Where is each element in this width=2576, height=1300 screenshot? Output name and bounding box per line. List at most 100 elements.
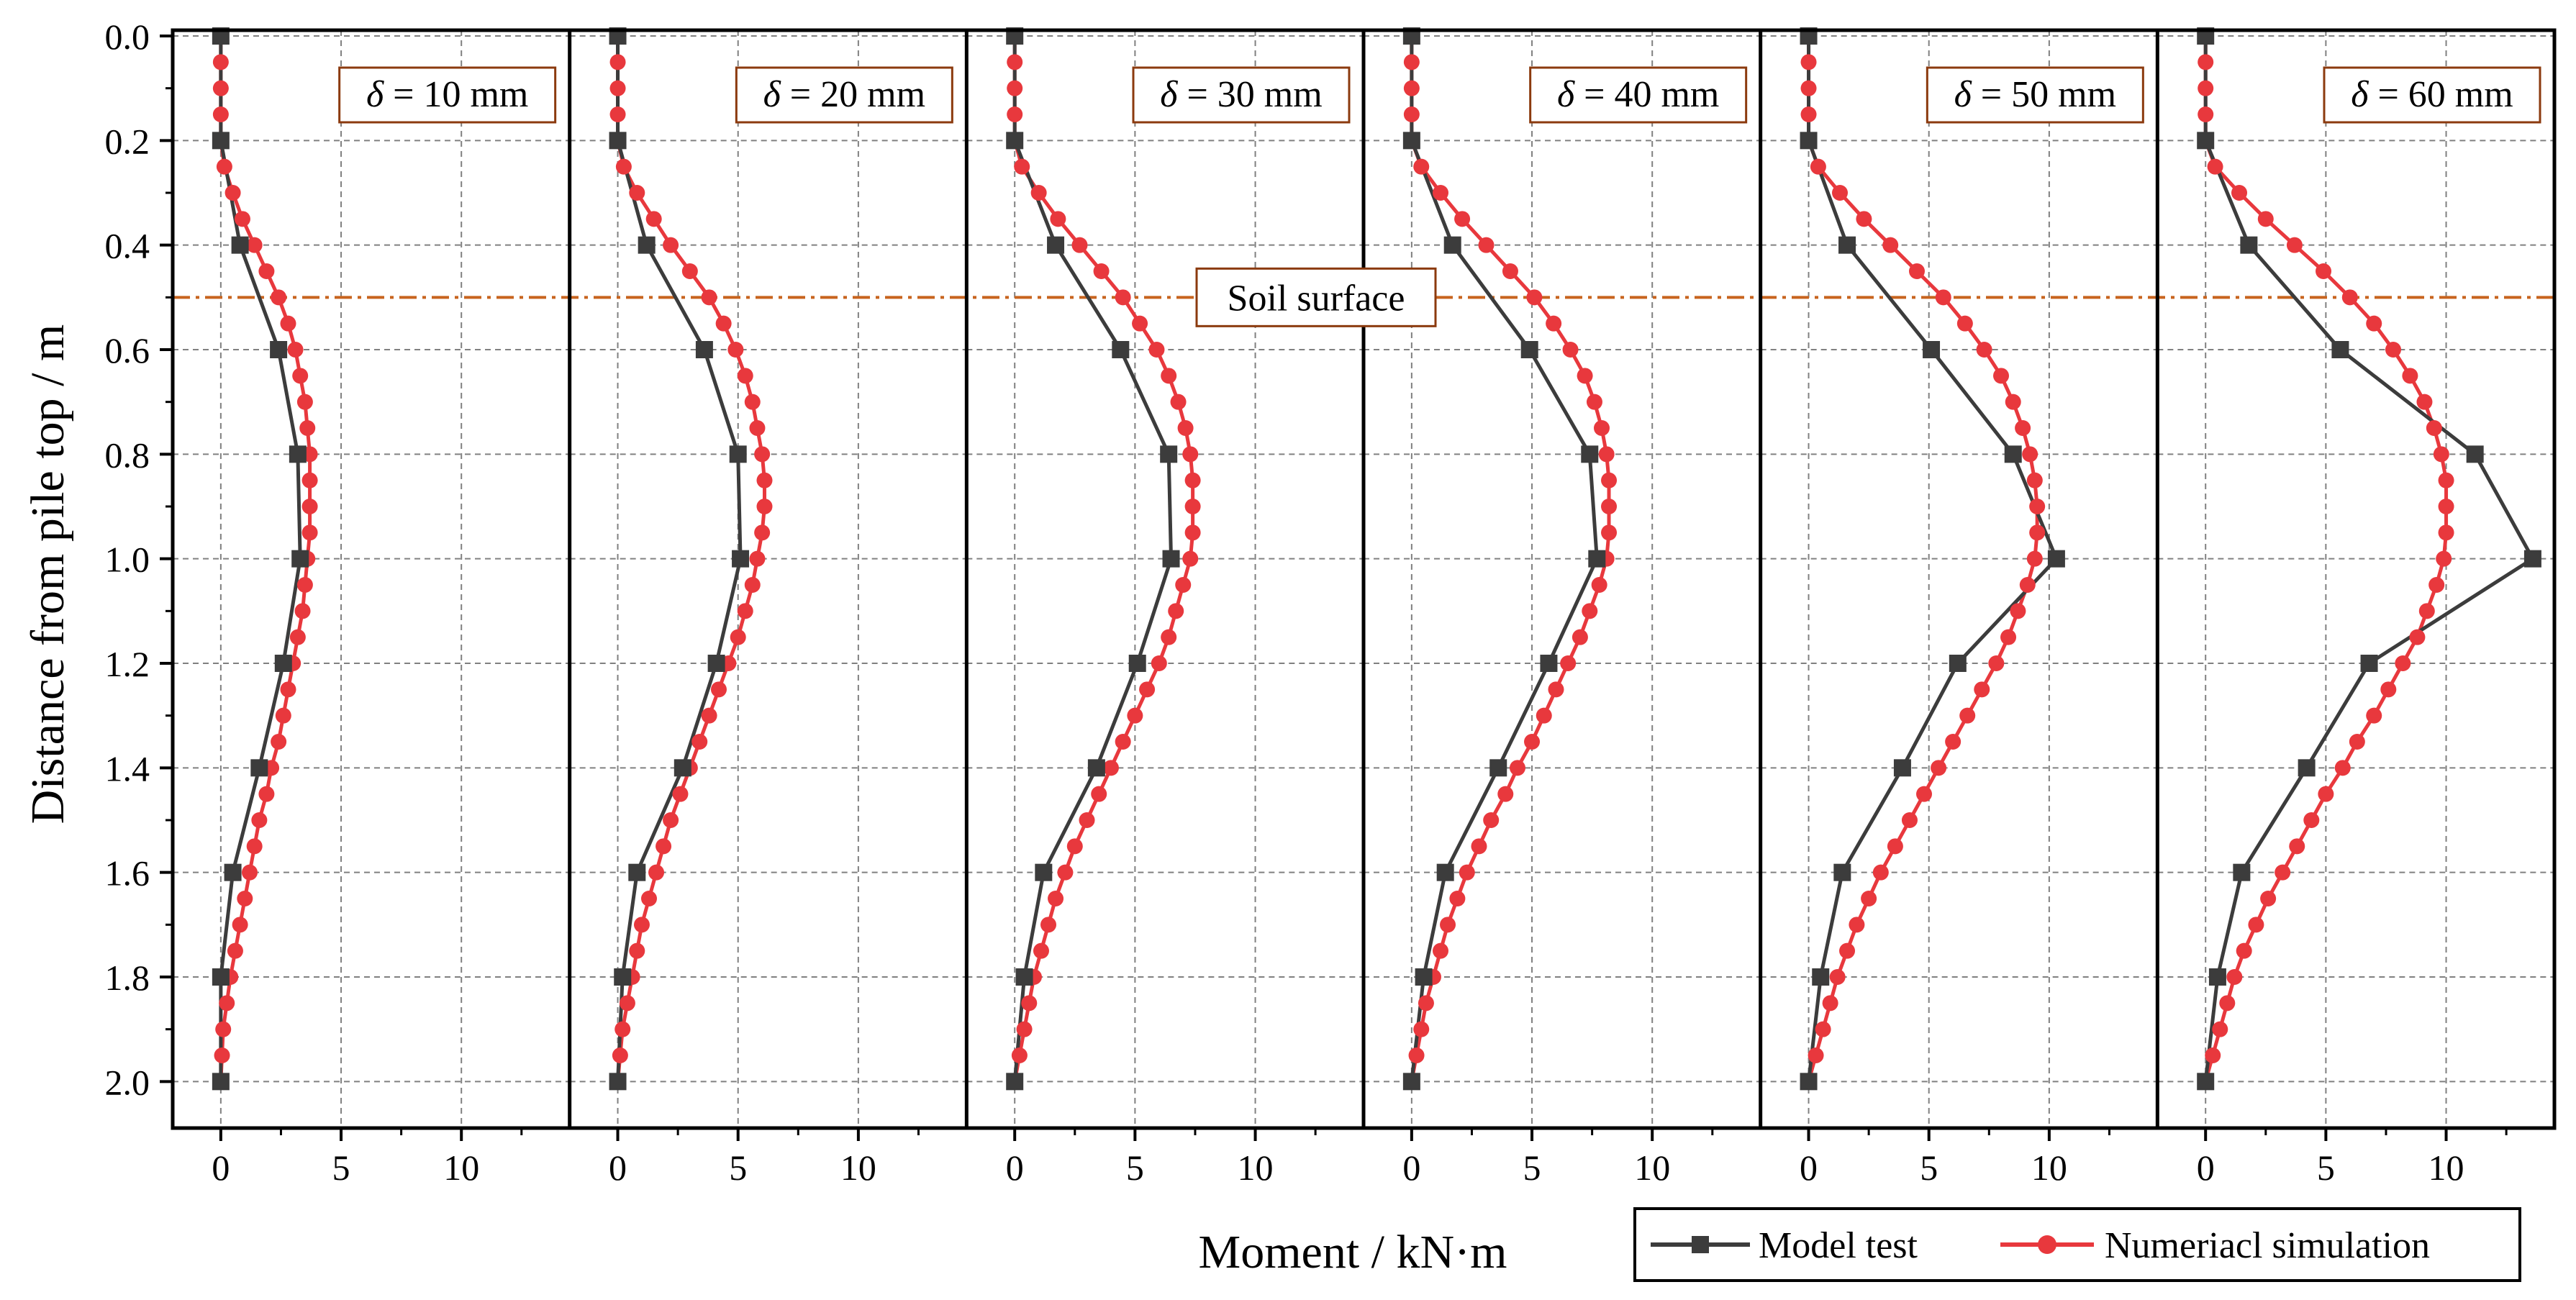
sim-point (615, 158, 632, 175)
y-tick-label: 0.2 (105, 121, 150, 161)
sim-point (663, 812, 679, 828)
sim-point (1177, 420, 1194, 436)
delta-value: = 50 mm (1972, 74, 2116, 115)
sim-point (2303, 812, 2320, 828)
sim-point (1577, 368, 1593, 384)
test-point (2298, 759, 2316, 777)
sim-point (1993, 368, 2010, 384)
sim-point (1601, 472, 1618, 488)
sim-point (756, 472, 773, 488)
delta-symbol: δ (763, 74, 781, 115)
label-layer: 0.0 0.2 0.4 0.6 0.8 1.0 1.2 1.4 1.6 1.8 2.0 0 5 10 δ =… (105, 17, 2541, 1188)
panel-label: δ = 20 mm (763, 74, 925, 115)
test-point (1581, 445, 1599, 463)
sim-point (1127, 707, 1143, 724)
sim-point (749, 420, 766, 436)
legend-marker-sim (2038, 1235, 2056, 1254)
sim-point (1168, 603, 1184, 619)
test-point (707, 655, 725, 672)
x-tick-label: 5 (729, 1147, 747, 1188)
sim-point (1478, 237, 1495, 253)
sim-point (2000, 629, 2017, 645)
test-point (2240, 236, 2258, 254)
test-point (1489, 759, 1507, 777)
sim-point (292, 368, 309, 384)
test-point (224, 863, 242, 881)
delta-value: = 20 mm (781, 74, 925, 115)
sim-point (2236, 942, 2252, 959)
sim-point (1175, 577, 1192, 593)
sim-point (289, 629, 306, 645)
sim-point (219, 995, 235, 1012)
sim-point (614, 1021, 631, 1037)
soil-surface-label: Soil surface (1228, 278, 1405, 319)
sim-point (241, 864, 258, 881)
sim-point (1066, 838, 1083, 855)
x-axis-title: Moment / kN·m (1199, 1226, 1507, 1278)
sim-point (715, 315, 732, 332)
sim-point (2260, 891, 2277, 906)
sim-point (2366, 315, 2382, 332)
sim-point (1822, 995, 1838, 1012)
panel-label: δ = 60 mm (2351, 74, 2513, 115)
test-point (212, 132, 230, 150)
sim-point (754, 524, 771, 541)
sim-point (1586, 394, 1602, 410)
test-point (609, 1073, 627, 1091)
test-point (1112, 341, 1130, 358)
sim-point (2198, 80, 2214, 96)
sim-point (1418, 995, 1434, 1012)
sim-point (1030, 185, 1047, 201)
sim-point (1988, 655, 2005, 671)
sim-point (2402, 368, 2418, 384)
sim-point (246, 237, 263, 253)
sim-point (301, 472, 318, 488)
sim-point (2409, 629, 2426, 645)
sim-point (2219, 995, 2236, 1012)
sim-point (1497, 786, 1514, 802)
test-point (1520, 341, 1538, 358)
delta-value: = 30 mm (1177, 74, 1322, 115)
y-tick-label: 1.6 (105, 853, 150, 894)
sim-point (2231, 185, 2248, 201)
sim-point (2022, 446, 2038, 463)
sim-point (1800, 106, 1817, 122)
sim-point (1849, 917, 1865, 933)
test-point (1588, 550, 1606, 568)
test-point (1540, 655, 1558, 672)
test-point (2047, 550, 2065, 568)
test-point (609, 132, 627, 150)
test-point (1812, 968, 1830, 986)
panel-label-box (2323, 66, 2541, 124)
sim-point (1079, 812, 1095, 828)
sim-point (2198, 54, 2214, 71)
sim-point (2029, 499, 2046, 514)
sim-point (1132, 315, 1148, 332)
sim-point (234, 211, 250, 227)
sim-point (629, 942, 645, 959)
sim-point (258, 263, 275, 279)
test-point (2360, 655, 2378, 672)
test-point (1162, 550, 1180, 568)
test-point (1402, 1073, 1420, 1091)
x-tick-label: 0 (609, 1147, 627, 1188)
sim-point (2015, 420, 2031, 436)
x-tick-label: 0 (1402, 1147, 1420, 1188)
sim-point (2029, 524, 2046, 541)
test-point (1006, 132, 1024, 150)
test-point (291, 550, 309, 568)
sim-point (1403, 80, 1420, 96)
sim-point (2019, 577, 2036, 593)
sim-point (1413, 158, 1430, 175)
delta-symbol: δ (1160, 74, 1178, 115)
legend: Model test Numeriacl simulation (1633, 1207, 2521, 1282)
sim-point (1182, 550, 1199, 567)
sim-point (251, 812, 268, 828)
test-point (729, 445, 747, 463)
sim-point (619, 995, 635, 1012)
grid-layer (173, 30, 2554, 1128)
sim-point (701, 707, 717, 724)
sim-point (672, 786, 689, 802)
panel-label-box (1132, 66, 1351, 124)
sim-point (1011, 1047, 1028, 1063)
